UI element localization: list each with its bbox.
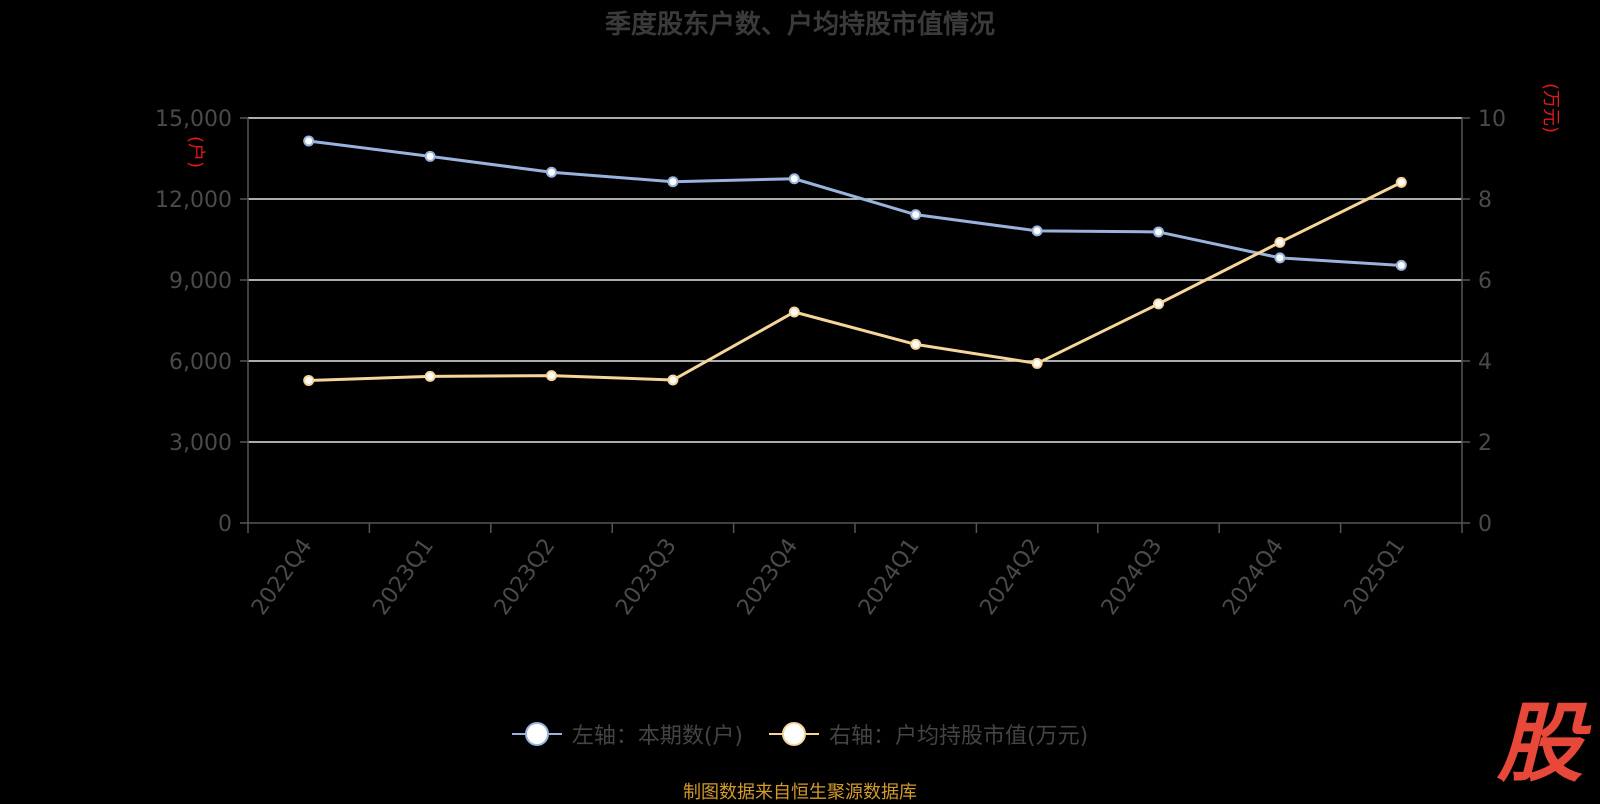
y-right-tick-label: 4 — [1478, 350, 1492, 375]
y-left-tick-label: 3,000 — [169, 431, 232, 456]
x-tick-label: 2024Q4 — [1218, 534, 1289, 620]
legend-dot-left — [524, 722, 549, 746]
legend-dot-right — [782, 722, 806, 746]
data-point-right — [1274, 236, 1286, 248]
y-left-tick-label: 6,000 — [169, 350, 232, 375]
y-left-tick-label: 12,000 — [155, 188, 232, 213]
x-tick-label: 2024Q1 — [854, 534, 925, 620]
data-point-left — [1395, 259, 1407, 271]
data-point-left — [546, 166, 557, 178]
axis-layer: 0 3,000 6,000 9,000 12,000 15,000 0 2 4 6 8 10 (户) (万… — [155, 83, 1561, 620]
series-layer — [303, 135, 1407, 386]
x-tick-label: 2024Q3 — [1097, 534, 1168, 620]
data-point-right — [303, 374, 315, 386]
y-right-tick-label: 6 — [1478, 269, 1492, 294]
data-point-left — [424, 150, 436, 162]
data-point-right — [910, 338, 922, 350]
grid-layer — [248, 117, 1462, 443]
x-tick-label: 2023Q2 — [490, 534, 561, 620]
x-tick-label: 2023Q3 — [611, 534, 682, 620]
chart-title: 季度股东户数、户均持股市值情况 — [604, 10, 995, 40]
data-point-right — [667, 374, 679, 386]
x-tick-label: 2025Q1 — [1340, 534, 1411, 620]
x-tick-label: 2023Q4 — [733, 534, 804, 620]
data-point-left — [788, 173, 800, 185]
chart-legend: 左轴：本期数(户) 右轴：户均持股市值(万元) — [0, 718, 1600, 750]
data-point-left — [910, 209, 922, 221]
y-right-tick-label: 8 — [1478, 188, 1492, 213]
legend-item-right-series[interactable]: 右轴：户均持股市值(万元) — [769, 718, 1088, 750]
y-left-unit-label: (户) — [185, 136, 206, 168]
y-right-unit-label: (万元) — [1540, 83, 1561, 133]
data-point-left — [1031, 225, 1043, 237]
y-right-tick-label: 2 — [1478, 431, 1492, 456]
legend-swatch-left — [511, 719, 562, 749]
data-point-right — [1153, 298, 1164, 310]
legend-label-right: 右轴：户均持股市值(万元) — [829, 724, 1089, 749]
series-line-left — [308, 139, 1402, 267]
legend-label-left: 左轴：本期数(户) — [571, 724, 743, 749]
data-point-right — [1395, 176, 1407, 188]
data-point-left — [667, 176, 679, 188]
y-left-tick-label: 15,000 — [155, 107, 232, 132]
x-tick-label: 2023Q1 — [368, 534, 439, 620]
y-right-tick-label: 10 — [1478, 107, 1506, 132]
y-right-tick-label: 0 — [1478, 512, 1492, 537]
data-point-right — [424, 370, 436, 382]
data-point-left — [1153, 226, 1164, 238]
source-note: 制图数据来自恒生聚源数据库 — [683, 782, 917, 803]
data-point-right — [546, 370, 557, 382]
legend-item-left-series[interactable]: 左轴：本期数(户) — [511, 718, 743, 750]
brand-logo: 股 — [1497, 694, 1583, 794]
x-tick-label: 2022Q4 — [247, 534, 318, 620]
x-tick-label: 2024Q2 — [975, 534, 1046, 620]
data-point-right — [1031, 357, 1043, 369]
legend-swatch-right — [769, 719, 819, 749]
y-left-tick-label: 9,000 — [169, 269, 232, 294]
data-point-left — [1274, 252, 1286, 264]
y-left-tick-label: 0 — [218, 512, 232, 537]
series-line-right — [308, 181, 1402, 382]
data-point-left — [303, 135, 315, 147]
data-point-right — [788, 306, 800, 318]
